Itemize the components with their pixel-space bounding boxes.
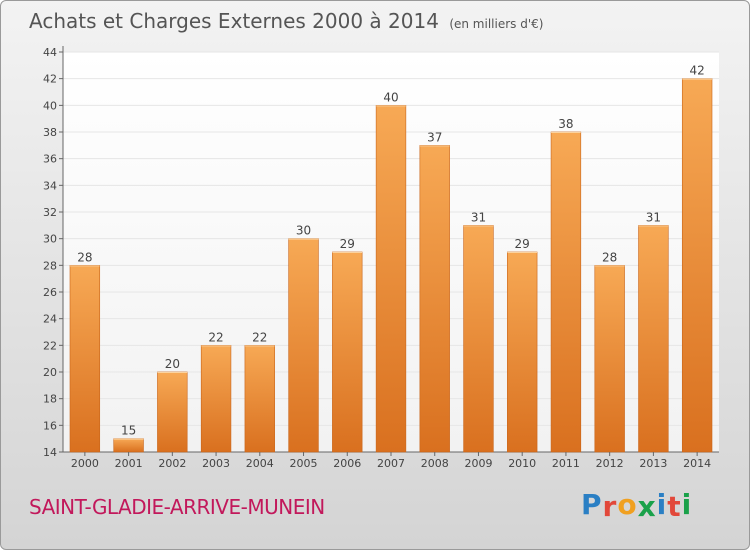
logo-letter: o xyxy=(617,488,638,521)
commune-name: SAINT-GLADIE-ARRIVE-MUNEIN xyxy=(29,495,325,519)
bar-value-label: 20 xyxy=(165,357,180,371)
x-tick-label: 2014 xyxy=(683,457,711,470)
bar-value-label: 37 xyxy=(427,130,442,144)
y-tick-label: 42 xyxy=(43,73,57,86)
bar xyxy=(463,225,494,453)
bar xyxy=(157,371,188,453)
logo-letter: t xyxy=(667,490,682,523)
x-tick-label: 2002 xyxy=(158,457,186,470)
bar-value-label: 42 xyxy=(689,64,704,78)
bar xyxy=(638,225,669,453)
y-tick-label: 28 xyxy=(43,259,57,272)
chart-subtitle: (en milliers d'€) xyxy=(449,17,544,31)
y-tick-label: 16 xyxy=(43,419,57,432)
x-tick-label: 2008 xyxy=(421,457,449,470)
y-tick-label: 44 xyxy=(43,46,57,59)
logo-letter: i xyxy=(681,488,693,521)
bar-value-label: 22 xyxy=(252,330,267,344)
chart-title: Achats et Charges Externes 2000 à 2014 xyxy=(29,9,439,33)
x-tick-label: 2000 xyxy=(71,457,99,470)
bar-value-label: 38 xyxy=(558,117,573,131)
bar xyxy=(419,145,450,453)
bar-value-label: 22 xyxy=(208,330,223,344)
x-tick-label: 2012 xyxy=(596,457,624,470)
bar xyxy=(200,345,232,453)
bar-value-label: 40 xyxy=(383,90,398,104)
y-tick-label: 36 xyxy=(43,153,57,166)
bar-value-label: 28 xyxy=(602,250,617,264)
bar xyxy=(332,251,363,453)
bar xyxy=(375,105,407,453)
bar xyxy=(244,345,275,453)
bar-value-label: 29 xyxy=(340,237,355,251)
logo-letter: P xyxy=(581,488,603,521)
x-tick-label: 2007 xyxy=(377,457,405,470)
bar-value-label: 15 xyxy=(121,424,136,438)
bar xyxy=(113,438,144,453)
y-tick-label: 30 xyxy=(43,233,57,246)
y-tick-label: 38 xyxy=(43,126,57,139)
proxiti-logo: Proxiti xyxy=(581,488,693,523)
x-tick-label: 2011 xyxy=(552,457,580,470)
x-tick-label: 2003 xyxy=(202,457,230,470)
bar xyxy=(69,265,101,453)
x-tick-label: 2010 xyxy=(508,457,536,470)
x-tick-label: 2001 xyxy=(115,457,143,470)
bar-value-label: 29 xyxy=(515,237,530,251)
bar xyxy=(681,78,713,453)
y-tick-label: 40 xyxy=(43,99,57,112)
x-tick-label: 2006 xyxy=(333,457,361,470)
x-tick-label: 2009 xyxy=(464,457,492,470)
y-tick-label: 24 xyxy=(43,313,57,326)
logo-letter: i xyxy=(656,488,668,521)
x-tick-label: 2005 xyxy=(290,457,318,470)
bar-value-label: 31 xyxy=(646,210,661,224)
x-tick-label: 2013 xyxy=(639,457,667,470)
x-tick-label: 2004 xyxy=(246,457,274,470)
bar-value-label: 28 xyxy=(77,250,92,264)
y-tick-label: 14 xyxy=(43,446,57,459)
chart-title-block: Achats et Charges Externes 2000 à 2014 (… xyxy=(29,9,543,33)
bar xyxy=(594,265,625,453)
y-tick-label: 22 xyxy=(43,339,57,352)
bar xyxy=(288,238,319,453)
y-tick-label: 32 xyxy=(43,206,57,219)
logo-letter: r xyxy=(602,490,618,523)
bar-value-label: 31 xyxy=(471,210,486,224)
y-tick-label: 26 xyxy=(43,286,57,299)
y-tick-label: 18 xyxy=(43,393,57,406)
bar xyxy=(507,251,538,453)
logo-letter: x xyxy=(637,490,657,523)
y-tick-label: 34 xyxy=(43,179,57,192)
bar-value-label: 30 xyxy=(296,224,311,238)
bar xyxy=(550,131,582,453)
y-tick-label: 20 xyxy=(43,366,57,379)
